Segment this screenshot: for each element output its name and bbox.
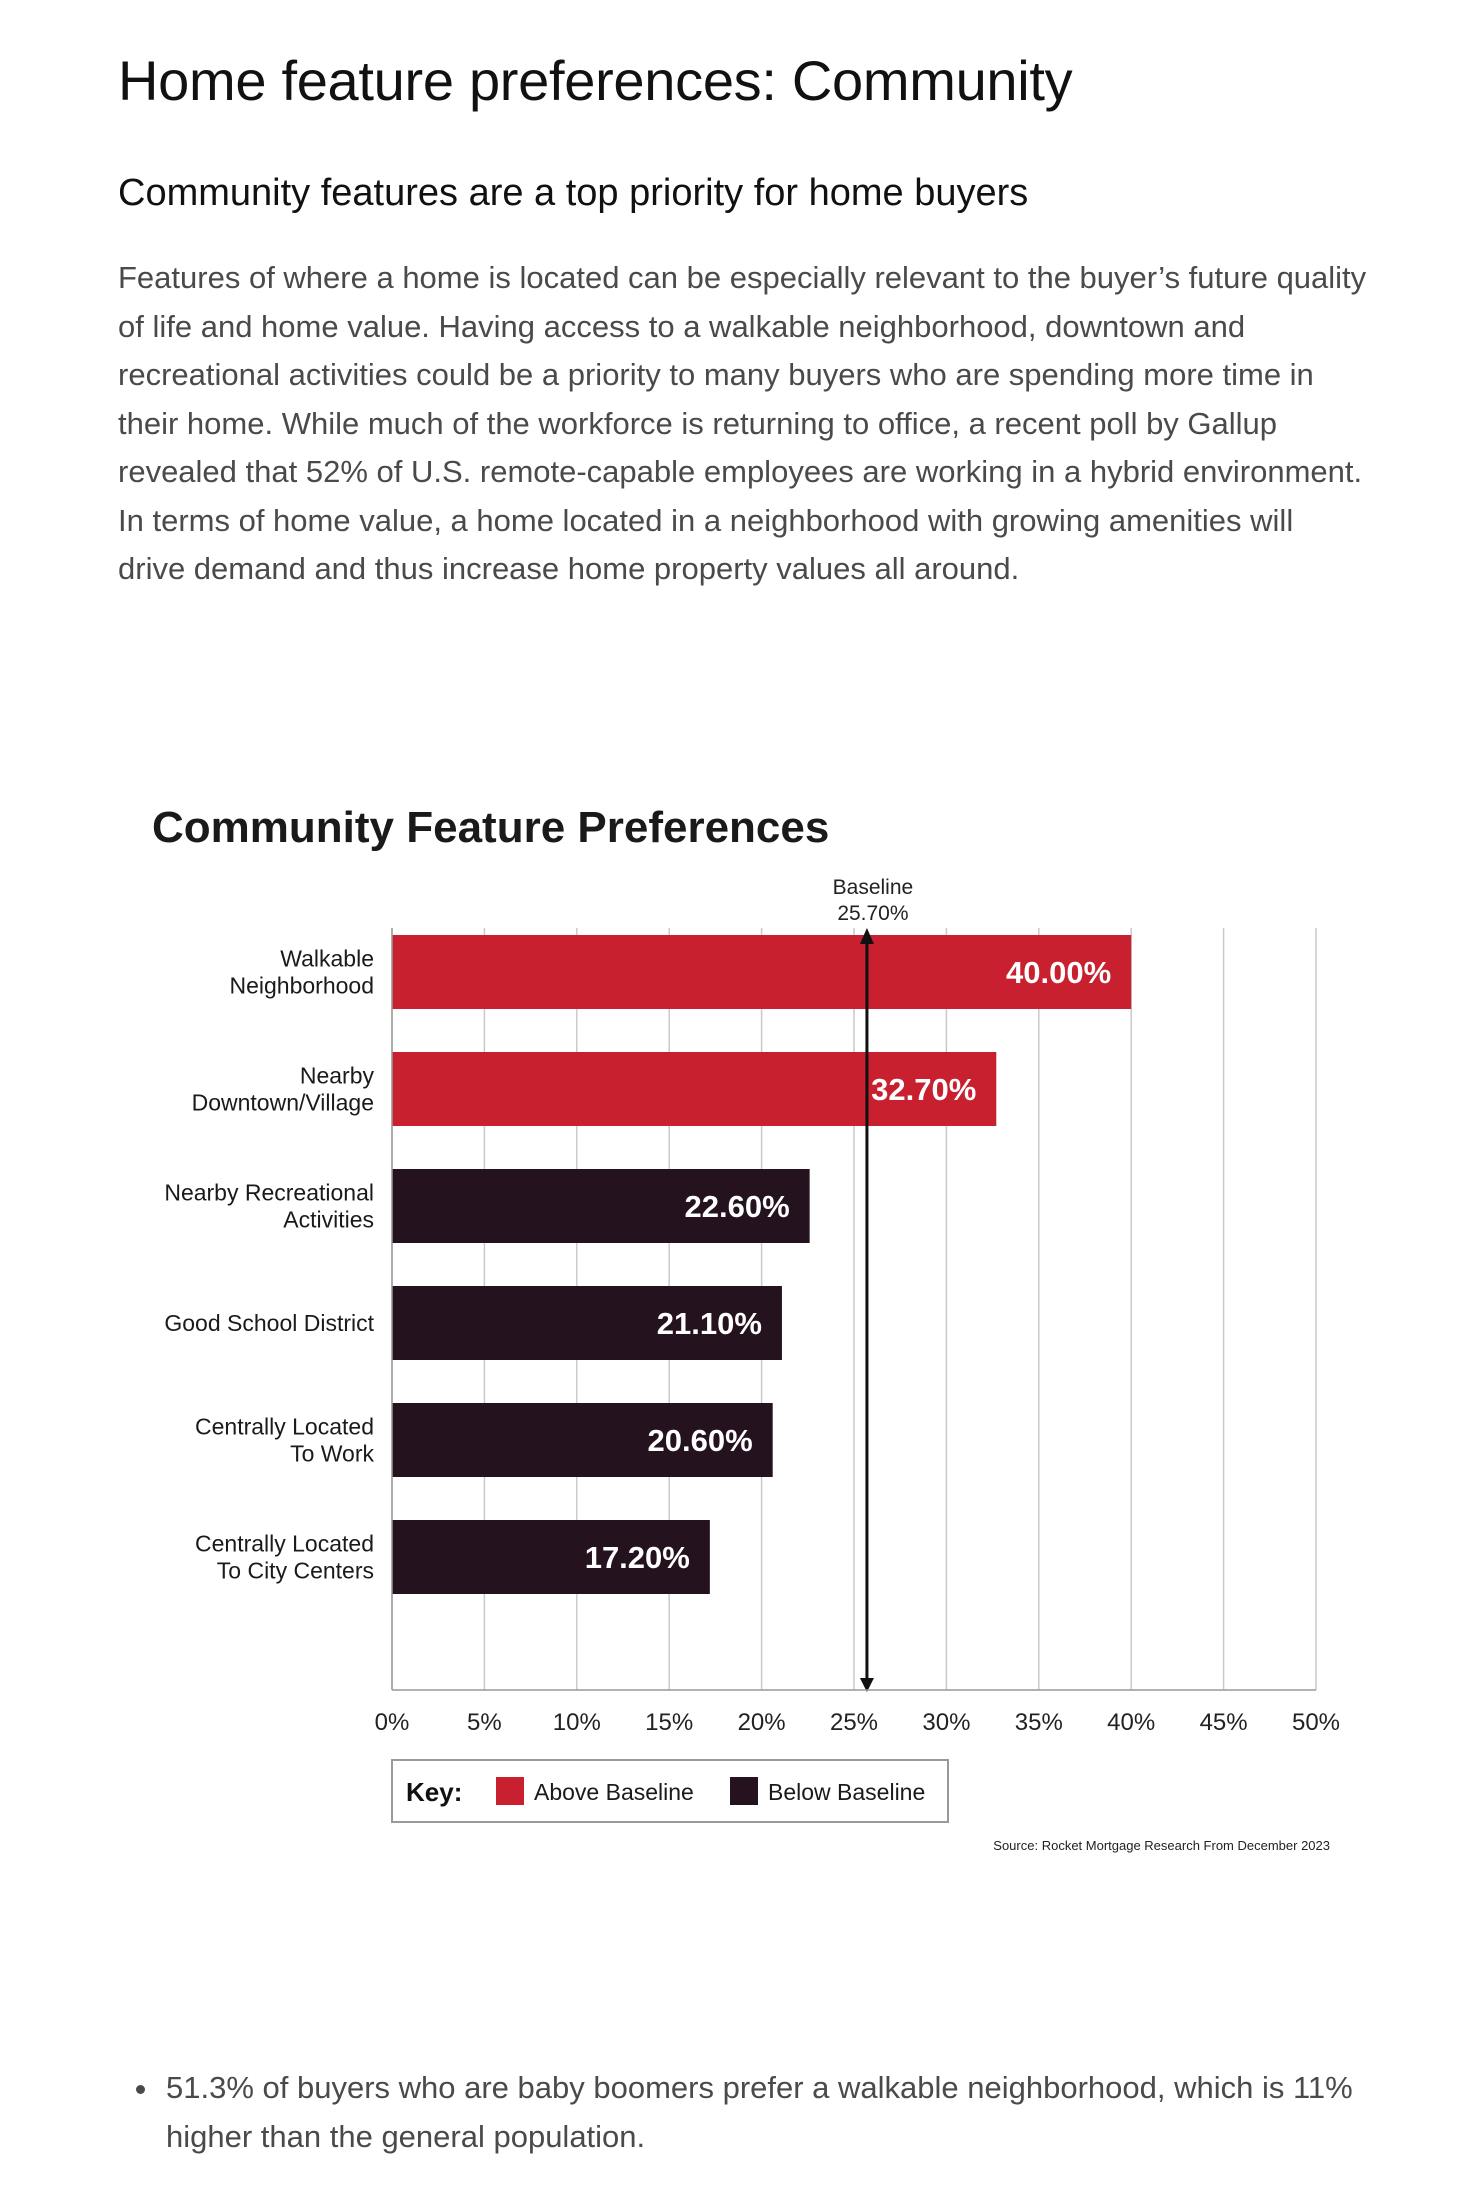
bar-value-label: 22.60% bbox=[685, 1189, 790, 1224]
bar-value-label: 21.10% bbox=[657, 1306, 762, 1341]
x-tick-label: 35% bbox=[1015, 1709, 1063, 1736]
legend-swatch bbox=[730, 1777, 758, 1805]
bar bbox=[392, 1286, 782, 1360]
list-item: 51.3% of buyers who are baby boomers pre… bbox=[118, 2064, 1378, 2161]
bullet-list: 51.3% of buyers who are baby boomers pre… bbox=[118, 2064, 1378, 2161]
legend-box bbox=[391, 1759, 949, 1823]
category-label: Nearby Recreational bbox=[164, 1180, 374, 1206]
community-preferences-chart: Community Feature Preferences 40.00% Walk… bbox=[148, 770, 1368, 1880]
category-label: Centrally Located bbox=[195, 1414, 374, 1440]
category-label: To City Centers bbox=[217, 1558, 374, 1584]
category-label: Downtown/Village bbox=[192, 1090, 374, 1116]
x-tick-label: 40% bbox=[1107, 1709, 1155, 1736]
page-title: Home feature preferences: Community bbox=[118, 49, 1073, 112]
category-label: Centrally Located bbox=[195, 1531, 374, 1557]
category-label: Walkable bbox=[280, 946, 374, 972]
x-tick-label: 25% bbox=[830, 1709, 878, 1736]
category-label: Good School District bbox=[164, 1310, 374, 1336]
baseline-label: 25.70% bbox=[837, 902, 908, 925]
baseline-label: Baseline bbox=[833, 876, 914, 899]
x-tick-label: 10% bbox=[553, 1709, 601, 1736]
x-tick-label: 50% bbox=[1292, 1709, 1340, 1736]
bar-value-label: 20.60% bbox=[648, 1423, 753, 1458]
bar-value-label: 32.70% bbox=[871, 1072, 976, 1107]
bar bbox=[392, 935, 1132, 1009]
category-label: To Work bbox=[290, 1441, 374, 1467]
x-tick-label: 0% bbox=[375, 1709, 410, 1736]
category-label: Activities bbox=[283, 1207, 374, 1233]
bar bbox=[392, 1520, 710, 1594]
section-subtitle: Community features are a top priority fo… bbox=[118, 172, 1029, 214]
bar-value-label: 40.00% bbox=[1006, 955, 1111, 990]
intro-paragraph: Features of where a home is located can … bbox=[118, 260, 1367, 586]
baseline-arrow-up bbox=[859, 928, 874, 944]
x-tick-label: 30% bbox=[922, 1709, 970, 1736]
legend-entry-label: Below Baseline bbox=[768, 1779, 925, 1805]
x-tick-label: 45% bbox=[1200, 1709, 1248, 1736]
chart-source: Source: Rocket Mortgage Research From De… bbox=[993, 1838, 1330, 1853]
bar bbox=[392, 1403, 773, 1477]
x-tick-label: 5% bbox=[467, 1709, 502, 1736]
bar bbox=[392, 1169, 810, 1243]
legend-swatch bbox=[496, 1777, 524, 1805]
chart-title: Community Feature Preferences bbox=[152, 803, 829, 852]
x-tick-label: 15% bbox=[645, 1709, 693, 1736]
bar-value-label: 17.20% bbox=[585, 1540, 690, 1575]
category-label: Neighborhood bbox=[229, 973, 374, 999]
legend-entry-label: Above Baseline bbox=[534, 1779, 694, 1805]
baseline-arrow-down bbox=[859, 1678, 874, 1692]
x-tick-label: 20% bbox=[738, 1709, 786, 1736]
bar bbox=[392, 1052, 997, 1126]
category-label: Nearby bbox=[300, 1063, 375, 1089]
legend-title: Key: bbox=[406, 1777, 462, 1807]
